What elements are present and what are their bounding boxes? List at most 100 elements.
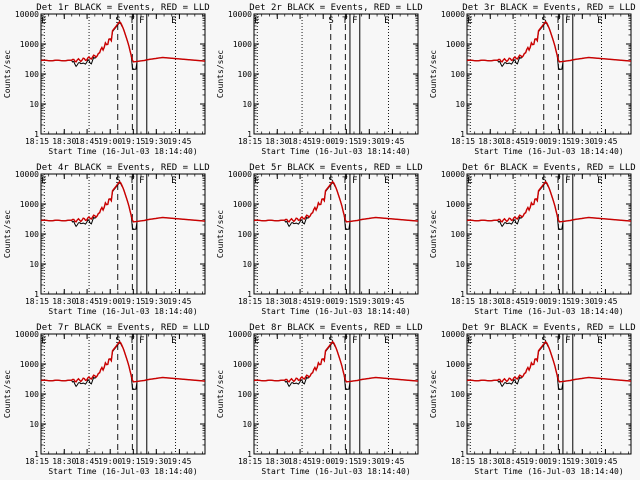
detector-panel: Det 2r BLACK = Events, RED = LLD 1 10 100 10… (213, 0, 426, 160)
x-tick-label: 18:15 (25, 457, 49, 466)
x-tick-label: 19:45 (380, 457, 404, 466)
axis-frame (466, 333, 632, 455)
lld-series-line (466, 180, 632, 223)
panel-plot: Det 8r BLACK = Events, RED = LLD 1 10 100 10… (216, 323, 423, 476)
panel-plot: Det 1r BLACK = Events, RED = LLD 1 10 100 10… (3, 3, 210, 156)
x-tick-label: 19:15 (334, 457, 358, 466)
time-marker-label: F (352, 176, 357, 186)
panel-plot: Det 5r BLACK = Events, RED = LLD 1 10 100 10… (216, 163, 423, 316)
axis-frame (466, 173, 632, 295)
y-tick-label: 100 (451, 230, 466, 239)
x-tick-label: 18:15 (238, 457, 262, 466)
time-marker-label: S (115, 336, 120, 346)
x-tick-label: 19:15 (547, 297, 571, 306)
x-tick-label: 19:00 (524, 137, 548, 146)
detector-panel: Det 7r BLACK = Events, RED = LLD 1 10 100 10… (0, 320, 213, 480)
y-tick-label: 1 (247, 130, 252, 139)
x-tick-label: 18:30 (52, 297, 76, 306)
time-marker-label: T (129, 176, 135, 186)
time-marker-label: S (541, 176, 546, 186)
lld-series-line (253, 180, 419, 223)
y-tick-label: 1000 (446, 40, 465, 49)
x-tick-label: 18:30 (478, 297, 502, 306)
y-axis-label: Counts/sec (216, 50, 225, 98)
panel-title: Det 7r BLACK = Events, RED = LLD (36, 323, 209, 333)
x-tick-label: 19:30 (144, 457, 168, 466)
x-tick-label: 19:00 (311, 457, 335, 466)
y-axis-label: Counts/sec (216, 210, 225, 258)
y-tick-label: 10 (242, 100, 252, 109)
detector-panel: Det 6r BLACK = Events, RED = LLD 1 10 100 10… (426, 160, 639, 320)
lld-series-line (466, 340, 632, 383)
time-marker-label: E (254, 16, 259, 26)
x-tick-label: 19:30 (570, 297, 594, 306)
x-tick-label: 18:15 (238, 297, 262, 306)
time-marker-label: S (115, 16, 120, 26)
x-tick-label: 19:15 (121, 137, 145, 146)
x-tick-label: 18:45 (288, 137, 312, 146)
y-tick-label: 100 (25, 390, 40, 399)
y-tick-label: 100 (238, 390, 253, 399)
x-tick-label: 19:45 (380, 297, 404, 306)
time-marker-label: E (171, 16, 176, 26)
lld-series-line (466, 20, 632, 63)
y-tick-label: 10 (242, 420, 252, 429)
time-marker-label: S (328, 16, 333, 26)
axis-frame (466, 13, 632, 135)
time-marker-label: F (139, 176, 144, 186)
lld-series-line (40, 180, 206, 223)
x-tick-label: 19:45 (380, 137, 404, 146)
axis-frame (40, 173, 206, 295)
time-marker-label: E (597, 16, 602, 26)
x-tick-label: 19:00 (98, 457, 122, 466)
time-marker-label: F (139, 16, 144, 26)
y-tick-label: 10 (29, 260, 39, 269)
y-tick-label: 1 (460, 450, 465, 459)
y-tick-label: 100 (25, 70, 40, 79)
y-tick-label: 1 (460, 130, 465, 139)
detector-panel: Det 3r BLACK = Events, RED = LLD 1 10 100 10… (426, 0, 639, 160)
x-tick-label: 18:30 (52, 457, 76, 466)
time-marker-label: S (328, 176, 333, 186)
time-marker-label: E (384, 336, 389, 346)
x-tick-label: 19:45 (167, 297, 191, 306)
y-tick-label: 1000 (20, 360, 39, 369)
panel-plot: Det 4r BLACK = Events, RED = LLD 1 10 100 10… (3, 163, 210, 316)
x-axis-label: Start Time (16-Jul-03 18:14:40) (261, 147, 410, 156)
axis-frame (253, 333, 419, 455)
y-axis-label: Counts/sec (3, 50, 12, 98)
x-tick-label: 19:00 (311, 137, 335, 146)
y-axis-label: Counts/sec (429, 370, 438, 418)
x-tick-label: 19:30 (144, 137, 168, 146)
time-marker-label: S (541, 16, 546, 26)
time-marker-label: F (352, 336, 357, 346)
axis-frame (253, 173, 419, 295)
x-tick-label: 18:30 (52, 137, 76, 146)
y-tick-label: 10000 (441, 170, 465, 179)
y-tick-label: 100 (451, 70, 466, 79)
time-marker-label: E (41, 336, 46, 346)
time-marker-label: E (467, 336, 472, 346)
x-tick-label: 18:15 (451, 137, 475, 146)
panel-plot: Det 7r BLACK = Events, RED = LLD 1 10 100 10… (3, 323, 210, 476)
detector-panel: Det 9r BLACK = Events, RED = LLD 1 10 100 10… (426, 320, 639, 480)
x-tick-label: 19:45 (167, 457, 191, 466)
y-tick-label: 1 (34, 290, 39, 299)
y-tick-label: 10 (242, 260, 252, 269)
y-tick-label: 10000 (15, 170, 39, 179)
y-tick-label: 1 (247, 450, 252, 459)
panel-title: Det 5r BLACK = Events, RED = LLD (249, 163, 422, 173)
y-axis-label: Counts/sec (429, 50, 438, 98)
x-tick-label: 19:15 (547, 137, 571, 146)
time-marker-label: F (565, 16, 570, 26)
y-tick-label: 10000 (15, 330, 39, 339)
x-tick-label: 19:30 (357, 457, 381, 466)
y-tick-label: 100 (238, 70, 253, 79)
x-tick-label: 18:45 (75, 137, 99, 146)
y-tick-label: 1000 (20, 40, 39, 49)
x-tick-label: 18:30 (265, 457, 289, 466)
lld-series-line (40, 20, 206, 63)
x-axis-label: Start Time (16-Jul-03 18:14:40) (48, 467, 197, 476)
x-tick-label: 18:45 (75, 297, 99, 306)
y-tick-label: 1 (247, 290, 252, 299)
